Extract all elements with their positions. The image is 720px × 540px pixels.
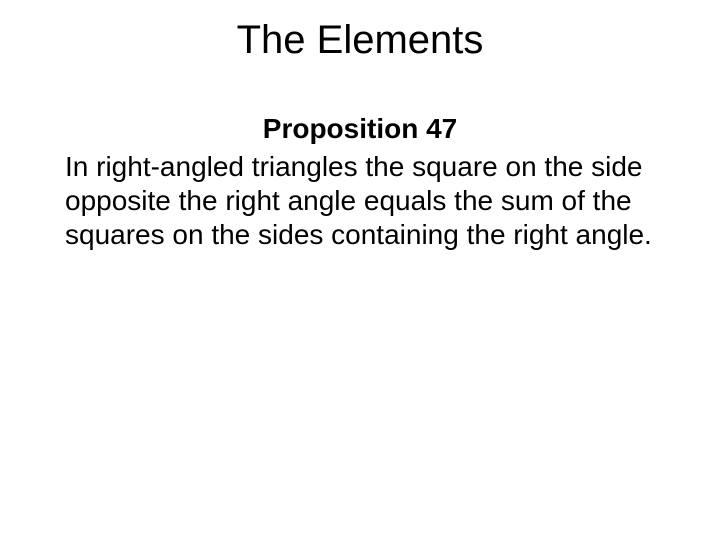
slide-body: In right-angled triangles the square on … — [65, 150, 655, 252]
slide: The Elements Proposition 47 In right-ang… — [0, 0, 720, 540]
slide-title: The Elements — [0, 18, 720, 63]
slide-subtitle: Proposition 47 — [0, 113, 720, 145]
